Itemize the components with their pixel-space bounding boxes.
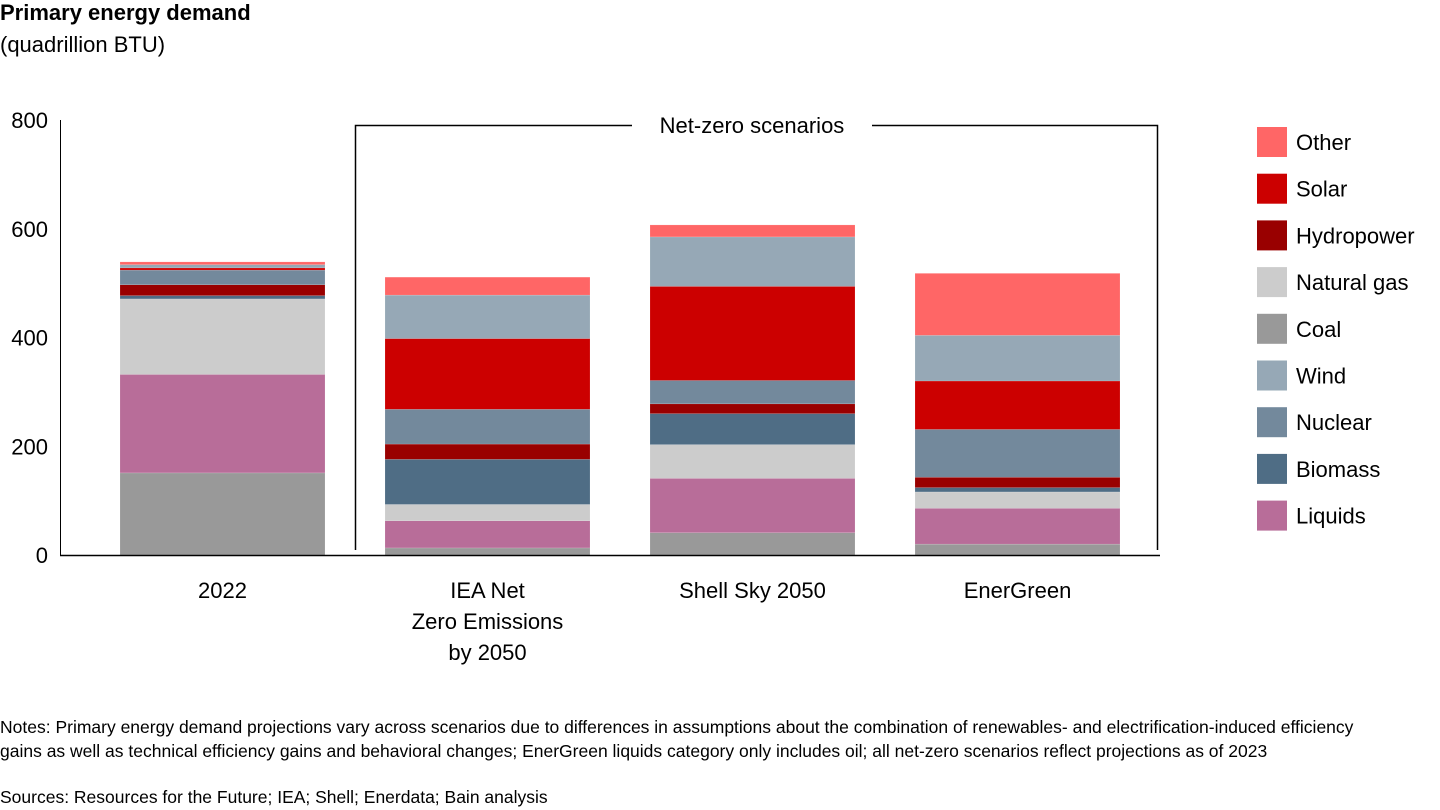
x-tick-label: 2022: [198, 578, 247, 603]
legend-swatch: [1257, 500, 1287, 531]
bar-segment-natural-gas: [649, 444, 856, 479]
x-tick-label: EnerGreen: [964, 578, 1072, 603]
bar-segment-solar: [649, 286, 856, 381]
legend-label: Coal: [1296, 317, 1341, 342]
bar-segment-other: [119, 261, 326, 265]
bar-segment-liquids: [119, 374, 326, 474]
bar-segment-other: [914, 273, 1121, 336]
legend-label: Biomass: [1296, 457, 1380, 482]
bar-segment-nuclear: [119, 269, 326, 286]
bar-segment-wind: [384, 294, 591, 339]
bar-segment-coal: [914, 543, 1121, 556]
bar-segment-wind: [649, 236, 856, 287]
y-tick-label: 600: [11, 217, 48, 242]
y-tick-label: 800: [11, 108, 48, 133]
legend-swatch: [1257, 360, 1287, 391]
bar-segment-biomass: [119, 295, 326, 300]
bar-segment-hydropower: [119, 284, 326, 296]
bar-segment-nuclear: [914, 429, 1121, 478]
bar-segment-liquids: [384, 520, 591, 549]
legend-label: Other: [1296, 130, 1351, 155]
bar-segment-coal: [119, 472, 326, 556]
bar-segment-nuclear: [649, 380, 856, 405]
bar-segment-wind: [119, 264, 326, 269]
bar-segment-nuclear: [384, 409, 591, 445]
legend-label: Nuclear: [1296, 410, 1372, 435]
chart-subtitle: (quadrillion BTU): [0, 32, 166, 57]
x-tick-label: IEA Net Zero Emissions by 2050: [412, 578, 564, 665]
chart-title: Primary energy demand: [0, 0, 251, 25]
bar-segment-other: [384, 276, 591, 296]
y-tick-label: 0: [36, 543, 48, 568]
chart-notes: Notes: Primary energy demand projections…: [0, 717, 1354, 761]
bar-segment-solar: [119, 267, 326, 271]
legend-swatch: [1257, 220, 1287, 251]
bar-segment-natural-gas: [119, 298, 326, 375]
bar-segment-solar: [914, 380, 1121, 430]
legend-swatch: [1257, 453, 1287, 484]
y-tick-label: 200: [11, 434, 48, 459]
legend-label: Natural gas: [1296, 270, 1409, 295]
stacked-bar-chart: 0 200 400 600 800 2022 IEA Net Zero Emissions by…: [11, 108, 1415, 665]
bar-segment-natural-gas: [914, 491, 1121, 509]
bar-segment-liquids: [914, 507, 1121, 545]
legend-label: Solar: [1296, 177, 1347, 202]
bar-segment-natural-gas: [384, 504, 591, 521]
chart-sources: Sources: Resources for the Future; IEA; …: [0, 787, 548, 807]
legend-swatch: [1257, 267, 1287, 298]
bar-segment-coal: [384, 547, 591, 556]
legend-label: Hydropower: [1296, 223, 1415, 248]
legend-label: Liquids: [1296, 504, 1366, 529]
bracket-label: Net-zero scenarios: [660, 113, 845, 138]
bar-segment-other: [649, 224, 856, 238]
bar-segment-hydropower: [384, 443, 591, 460]
legend-swatch: [1257, 313, 1287, 344]
bar-segment-biomass: [384, 459, 591, 505]
bar-segment-hydropower: [649, 403, 856, 414]
bar-segment-coal: [649, 532, 856, 556]
bar-segment-biomass: [914, 487, 1121, 493]
y-tick-label: 400: [11, 326, 48, 351]
net-zero-bracket: [354, 124, 1159, 550]
x-tick-label: Shell Sky 2050: [679, 578, 826, 603]
legend-label: Wind: [1296, 364, 1346, 389]
legend-swatch: [1257, 407, 1287, 438]
legend-swatch: [1257, 127, 1287, 157]
bar-segment-hydropower: [914, 476, 1121, 488]
legend-swatch: [1257, 173, 1287, 204]
bar-segment-biomass: [649, 413, 856, 445]
bar-segment-wind: [914, 335, 1121, 382]
bar-segment-liquids: [649, 478, 856, 533]
bar-segment-solar: [384, 338, 591, 410]
